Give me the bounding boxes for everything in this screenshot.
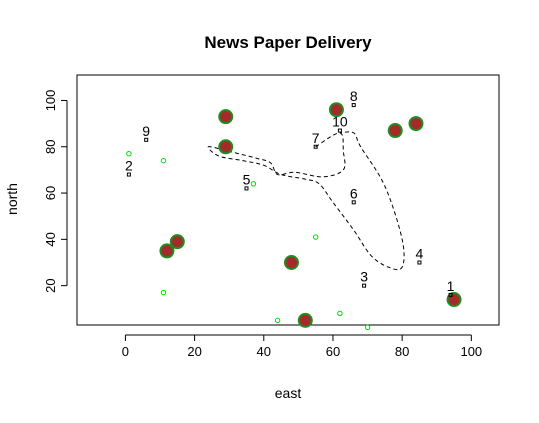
x-tick-label: 0	[122, 344, 129, 359]
y-tick-label: 100	[43, 90, 58, 112]
stop-label: 4	[416, 246, 424, 262]
green-point	[312, 234, 319, 240]
green-point	[126, 151, 132, 157]
delivery-route-line	[207, 131, 405, 271]
x-axis-label: east	[275, 385, 302, 401]
x-axis: 0 20 40 60 80 100	[122, 334, 482, 359]
stop-label: 7	[312, 130, 320, 146]
stop-label: 6	[350, 185, 358, 201]
green-point	[274, 317, 281, 324]
y-tick-label: 60	[43, 186, 58, 200]
plot-frame	[76, 74, 500, 326]
stop-point	[448, 292, 453, 297]
stop-label: 10	[332, 114, 348, 130]
stop-point	[417, 260, 422, 265]
house-point	[159, 243, 175, 259]
house-point	[297, 312, 313, 328]
stop-label: 8	[350, 88, 358, 104]
route-layer	[207, 131, 405, 271]
x-tick-label: 40	[257, 344, 271, 359]
stop-point	[144, 137, 149, 142]
x-tick-label: 80	[395, 344, 409, 359]
x-tick-label: 60	[326, 344, 340, 359]
stop-point	[351, 103, 356, 108]
house-point	[218, 109, 234, 125]
house-point	[283, 255, 299, 270]
green-point	[250, 181, 257, 187]
y-tick-label: 20	[43, 278, 58, 292]
stop-point	[337, 128, 342, 133]
green-point	[337, 310, 343, 317]
stop-point	[362, 283, 367, 288]
green-point	[364, 324, 371, 331]
house-point	[169, 234, 185, 250]
stop-point	[313, 144, 318, 149]
stop-label: 1	[447, 278, 455, 294]
stop-layer: 1 2 3 4 5 6 7 8 9 10	[125, 88, 455, 297]
stop-point	[351, 200, 356, 205]
house-point	[387, 123, 403, 139]
chart-title: News Paper Delivery	[204, 33, 372, 52]
x-tick-label: 20	[187, 344, 201, 359]
y-axis-label: north	[4, 183, 20, 215]
house-point	[218, 139, 234, 155]
house-point	[328, 102, 344, 118]
house-point	[408, 116, 424, 132]
y-axis: 20 40 60 80 100	[43, 90, 68, 293]
stop-label: 3	[360, 269, 368, 285]
y-tick-label: 80	[43, 140, 58, 154]
y-tick-label: 40	[43, 232, 58, 246]
green-point	[160, 157, 167, 164]
stop-label: 2	[125, 158, 133, 174]
stop-point	[126, 172, 131, 177]
stop-label: 9	[142, 123, 150, 139]
stop-label: 5	[243, 171, 251, 187]
x-tick-label: 100	[460, 344, 482, 359]
house-layer	[159, 102, 462, 328]
green-point	[160, 289, 167, 296]
green-point-layer	[126, 151, 371, 331]
stop-point	[244, 186, 249, 191]
